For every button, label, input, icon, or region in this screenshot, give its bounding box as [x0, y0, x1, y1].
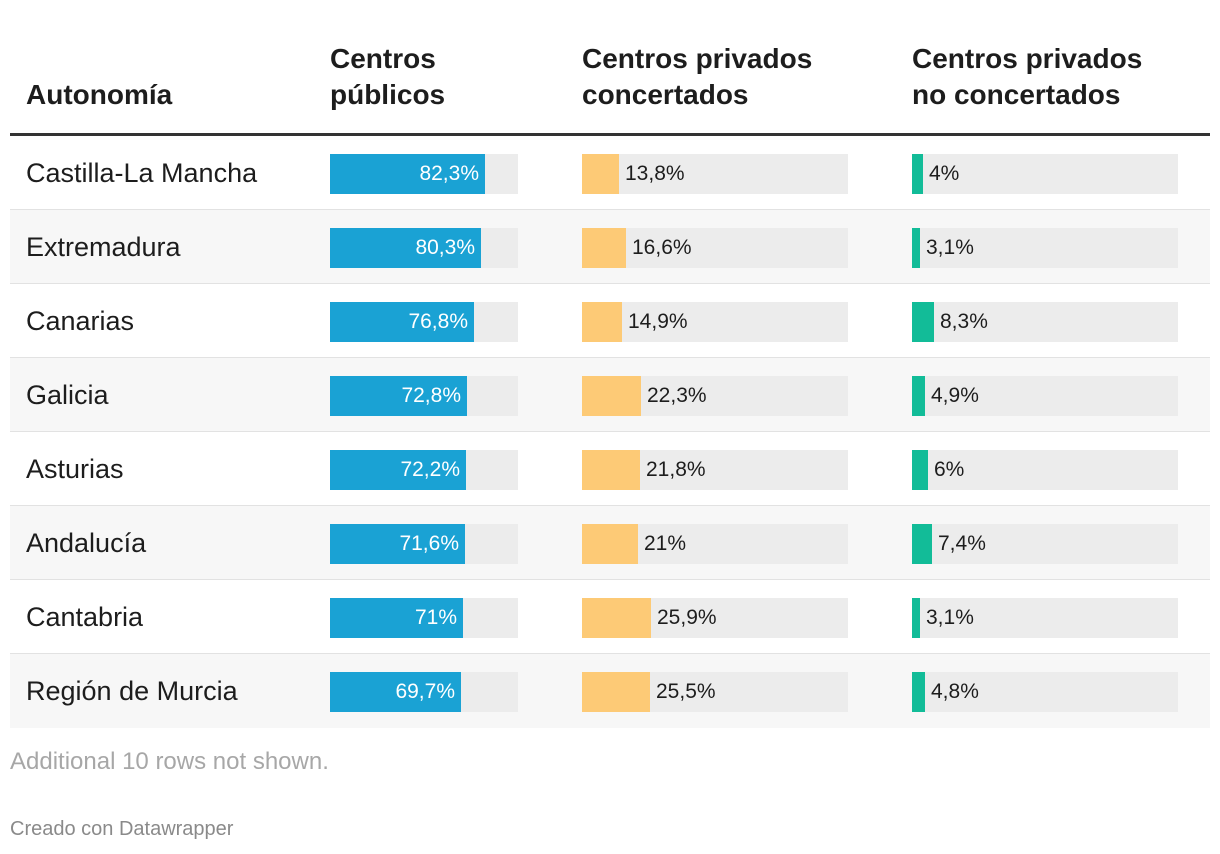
header-autonomia[interactable]: Autonomía — [26, 77, 172, 113]
bar-track-publicos: 72,2% — [330, 450, 518, 490]
bar-track-no-concertados: 4% — [912, 154, 1178, 194]
bar-track-concertados: 16,6% — [582, 228, 848, 268]
data-table: Autonomía Centros públicos Centros privad… — [10, 0, 1210, 728]
bar-track-concertados: 21% — [582, 524, 848, 564]
bar-track-no-concertados: 6% — [912, 450, 1178, 490]
bar-no-concertados — [912, 524, 932, 564]
value-label: 72,2% — [400, 450, 460, 490]
value-label: 4,9% — [931, 376, 979, 416]
header-line: concertados — [582, 77, 902, 113]
value-label: 80,3% — [415, 228, 475, 268]
value-label: 3,1% — [926, 228, 974, 268]
table-header: Autonomía Centros públicos Centros privad… — [10, 0, 1210, 136]
value-label: 13,8% — [625, 154, 685, 194]
bar-no-concertados — [912, 154, 923, 194]
bar-concertados — [582, 524, 638, 564]
value-label: 4,8% — [931, 672, 979, 712]
table-row: Región de Murcia 69,7% 25,5% 4,8% — [10, 654, 1210, 728]
rows-not-shown-note: Additional 10 rows not shown. — [10, 748, 329, 776]
bar-no-concertados — [912, 376, 925, 416]
value-label: 82,3% — [419, 154, 479, 194]
bar-concertados — [582, 154, 619, 194]
table-row: Cantabria 71% 25,9% 3,1% — [10, 580, 1210, 654]
autonomia-name: Asturias — [26, 432, 124, 506]
value-label: 71% — [415, 598, 457, 638]
table-row: Andalucía 71,6% 21% 7,4% — [10, 506, 1210, 580]
bar-no-concertados — [912, 302, 934, 342]
autonomia-name: Castilla-La Mancha — [26, 136, 257, 210]
bar-track-publicos: 69,7% — [330, 672, 518, 712]
bar-track-publicos: 80,3% — [330, 228, 518, 268]
bar-concertados — [582, 228, 626, 268]
bar-track-publicos: 71,6% — [330, 524, 518, 564]
bar-track-publicos: 82,3% — [330, 154, 518, 194]
header-line: no concertados — [912, 77, 1212, 113]
bar-concertados — [582, 598, 651, 638]
value-label: 21% — [644, 524, 686, 564]
bar-track-concertados: 14,9% — [582, 302, 848, 342]
header-centros-publicos[interactable]: Centros públicos — [330, 41, 570, 113]
table-row: Asturias 72,2% 21,8% 6% — [10, 432, 1210, 506]
bar-no-concertados — [912, 598, 920, 638]
header-line: públicos — [330, 77, 570, 113]
bar-track-publicos: 72,8% — [330, 376, 518, 416]
value-label: 72,8% — [401, 376, 461, 416]
bar-concertados — [582, 302, 622, 342]
datawrapper-credit[interactable]: Creado con Datawrapper — [10, 818, 233, 841]
value-label: 71,6% — [399, 524, 459, 564]
bar-track-no-concertados: 4,9% — [912, 376, 1178, 416]
value-label: 16,6% — [632, 228, 692, 268]
autonomia-name: Andalucía — [26, 506, 146, 580]
autonomia-name: Cantabria — [26, 580, 143, 654]
value-label: 25,5% — [656, 672, 716, 712]
bar-concertados — [582, 672, 650, 712]
bar-track-concertados: 21,8% — [582, 450, 848, 490]
bar-track-no-concertados: 4,8% — [912, 672, 1178, 712]
value-label: 7,4% — [938, 524, 986, 564]
value-label: 14,9% — [628, 302, 688, 342]
value-label: 8,3% — [940, 302, 988, 342]
bar-track-no-concertados: 8,3% — [912, 302, 1178, 342]
bar-track-concertados: 25,5% — [582, 672, 848, 712]
bar-track-concertados: 13,8% — [582, 154, 848, 194]
header-line: Autonomía — [26, 77, 172, 113]
bar-concertados — [582, 376, 641, 416]
bar-concertados — [582, 450, 640, 490]
bar-track-publicos: 76,8% — [330, 302, 518, 342]
value-label: 76,8% — [408, 302, 468, 342]
bar-track-concertados: 22,3% — [582, 376, 848, 416]
value-label: 25,9% — [657, 598, 717, 638]
autonomia-name: Extremadura — [26, 210, 181, 284]
value-label: 4% — [929, 154, 959, 194]
bar-track-no-concertados: 3,1% — [912, 598, 1178, 638]
table-row: Extremadura 80,3% 16,6% 3,1% — [10, 210, 1210, 284]
autonomia-name: Galicia — [26, 358, 109, 432]
bar-track-concertados: 25,9% — [582, 598, 848, 638]
bar-track-publicos: 71% — [330, 598, 518, 638]
bar-no-concertados — [912, 672, 925, 712]
bar-no-concertados — [912, 228, 920, 268]
table-row: Castilla-La Mancha 82,3% 13,8% 4% — [10, 136, 1210, 210]
value-label: 6% — [934, 450, 964, 490]
autonomia-name: Región de Murcia — [26, 654, 238, 728]
value-label: 69,7% — [395, 672, 455, 712]
bar-no-concertados — [912, 450, 928, 490]
header-centros-privados-concertados[interactable]: Centros privados concertados — [582, 41, 902, 113]
header-centros-privados-no-concertados[interactable]: Centros privados no concertados — [912, 41, 1212, 113]
header-line: Centros privados — [582, 41, 902, 77]
value-label: 21,8% — [646, 450, 706, 490]
autonomia-name: Canarias — [26, 284, 134, 358]
header-line: Centros privados — [912, 41, 1212, 77]
bar-track-no-concertados: 3,1% — [912, 228, 1178, 268]
table-row: Galicia 72,8% 22,3% 4,9% — [10, 358, 1210, 432]
bar-track-no-concertados: 7,4% — [912, 524, 1178, 564]
header-line: Centros — [330, 41, 570, 77]
value-label: 3,1% — [926, 598, 974, 638]
table-body: Castilla-La Mancha 82,3% 13,8% 4% Extremadur… — [10, 136, 1210, 728]
table-row: Canarias 76,8% 14,9% 8,3% — [10, 284, 1210, 358]
value-label: 22,3% — [647, 376, 707, 416]
